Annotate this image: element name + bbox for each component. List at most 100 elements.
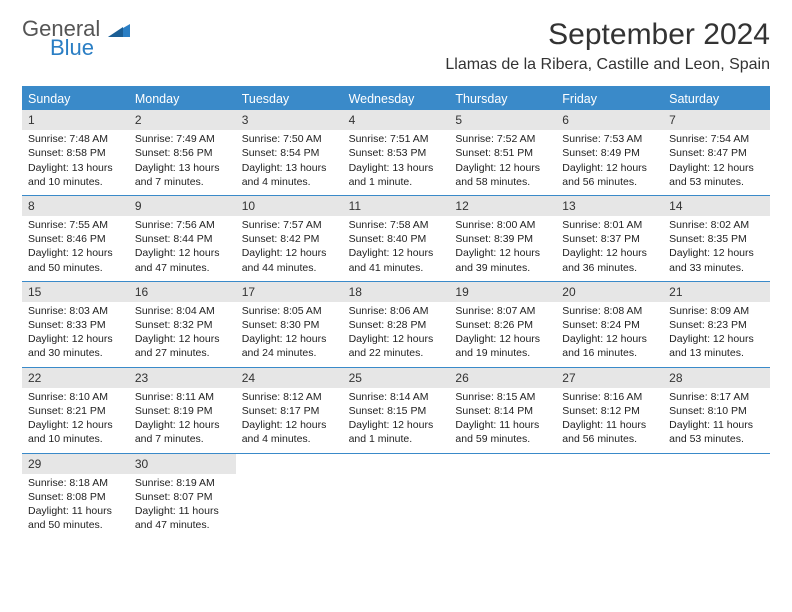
daylight-text: Daylight: 13 hours — [135, 161, 230, 175]
logo: General Blue — [22, 18, 130, 59]
day-number: 9 — [129, 196, 236, 216]
daylight-text: and 27 minutes. — [135, 346, 230, 360]
daylight-text: and 24 minutes. — [242, 346, 337, 360]
daylight-text: and 44 minutes. — [242, 261, 337, 275]
sunset-text: Sunset: 8:30 PM — [242, 318, 337, 332]
daylight-text: and 33 minutes. — [669, 261, 764, 275]
day-number: 3 — [236, 110, 343, 130]
daylight-text: Daylight: 12 hours — [242, 418, 337, 432]
day-number: 14 — [663, 196, 770, 216]
calendar-cell: 14Sunrise: 8:02 AMSunset: 8:35 PMDayligh… — [663, 196, 770, 281]
day-number: 24 — [236, 368, 343, 388]
daylight-text: and 7 minutes. — [135, 175, 230, 189]
day-details: Sunrise: 7:58 AMSunset: 8:40 PMDaylight:… — [343, 218, 450, 275]
day-number: 20 — [556, 282, 663, 302]
day-details: Sunrise: 8:19 AMSunset: 8:07 PMDaylight:… — [129, 476, 236, 533]
day-number: 11 — [343, 196, 450, 216]
month-title: September 2024 — [445, 18, 770, 52]
day-header: Tuesday — [236, 88, 343, 110]
sunrise-text: Sunrise: 8:01 AM — [562, 218, 657, 232]
calendar-cell: 2Sunrise: 7:49 AMSunset: 8:56 PMDaylight… — [129, 110, 236, 195]
daylight-text: and 53 minutes. — [669, 175, 764, 189]
calendar-cell: 11Sunrise: 7:58 AMSunset: 8:40 PMDayligh… — [343, 196, 450, 281]
sunrise-text: Sunrise: 7:53 AM — [562, 132, 657, 146]
day-number: 19 — [449, 282, 556, 302]
sunrise-text: Sunrise: 8:04 AM — [135, 304, 230, 318]
daylight-text: Daylight: 11 hours — [455, 418, 550, 432]
sunrise-text: Sunrise: 8:08 AM — [562, 304, 657, 318]
calendar-week: 8Sunrise: 7:55 AMSunset: 8:46 PMDaylight… — [22, 196, 770, 282]
daylight-text: and 50 minutes. — [28, 261, 123, 275]
location-text: Llamas de la Ribera, Castille and Leon, … — [445, 56, 770, 74]
day-number: 27 — [556, 368, 663, 388]
sunset-text: Sunset: 8:14 PM — [455, 404, 550, 418]
sunrise-text: Sunrise: 7:56 AM — [135, 218, 230, 232]
day-number: 29 — [22, 454, 129, 474]
calendar-cell: 23Sunrise: 8:11 AMSunset: 8:19 PMDayligh… — [129, 368, 236, 453]
title-block: September 2024 Llamas de la Ribera, Cast… — [445, 18, 770, 74]
sunset-text: Sunset: 8:08 PM — [28, 490, 123, 504]
daylight-text: Daylight: 11 hours — [669, 418, 764, 432]
day-details: Sunrise: 8:03 AMSunset: 8:33 PMDaylight:… — [22, 304, 129, 361]
calendar-cell: 9Sunrise: 7:56 AMSunset: 8:44 PMDaylight… — [129, 196, 236, 281]
sunset-text: Sunset: 8:56 PM — [135, 146, 230, 160]
day-headers-row: SundayMondayTuesdayWednesdayThursdayFrid… — [22, 88, 770, 110]
sunrise-text: Sunrise: 7:51 AM — [349, 132, 444, 146]
calendar-cell: 28Sunrise: 8:17 AMSunset: 8:10 PMDayligh… — [663, 368, 770, 453]
daylight-text: and 1 minute. — [349, 175, 444, 189]
calendar-cell: 17Sunrise: 8:05 AMSunset: 8:30 PMDayligh… — [236, 282, 343, 367]
day-number: 30 — [129, 454, 236, 474]
day-number: 17 — [236, 282, 343, 302]
day-number: 2 — [129, 110, 236, 130]
daylight-text: and 58 minutes. — [455, 175, 550, 189]
calendar-cell: 27Sunrise: 8:16 AMSunset: 8:12 PMDayligh… — [556, 368, 663, 453]
daylight-text: Daylight: 12 hours — [455, 161, 550, 175]
calendar-cell: 4Sunrise: 7:51 AMSunset: 8:53 PMDaylight… — [343, 110, 450, 195]
day-details: Sunrise: 7:50 AMSunset: 8:54 PMDaylight:… — [236, 132, 343, 189]
header: General Blue September 2024 Llamas de la… — [22, 18, 770, 74]
calendar-cell: 20Sunrise: 8:08 AMSunset: 8:24 PMDayligh… — [556, 282, 663, 367]
day-details: Sunrise: 8:11 AMSunset: 8:19 PMDaylight:… — [129, 390, 236, 447]
calendar-cell: 21Sunrise: 8:09 AMSunset: 8:23 PMDayligh… — [663, 282, 770, 367]
day-number: 8 — [22, 196, 129, 216]
daylight-text: and 4 minutes. — [242, 432, 337, 446]
day-number: 5 — [449, 110, 556, 130]
sunrise-text: Sunrise: 8:17 AM — [669, 390, 764, 404]
daylight-text: Daylight: 12 hours — [349, 246, 444, 260]
calendar-cell: 10Sunrise: 7:57 AMSunset: 8:42 PMDayligh… — [236, 196, 343, 281]
daylight-text: and 47 minutes. — [135, 261, 230, 275]
day-details: Sunrise: 7:53 AMSunset: 8:49 PMDaylight:… — [556, 132, 663, 189]
sunrise-text: Sunrise: 7:50 AM — [242, 132, 337, 146]
sunrise-text: Sunrise: 8:09 AM — [669, 304, 764, 318]
sunrise-text: Sunrise: 7:57 AM — [242, 218, 337, 232]
daylight-text: Daylight: 12 hours — [669, 161, 764, 175]
day-header: Monday — [129, 88, 236, 110]
day-number: 12 — [449, 196, 556, 216]
day-details: Sunrise: 7:56 AMSunset: 8:44 PMDaylight:… — [129, 218, 236, 275]
calendar-cell: 7Sunrise: 7:54 AMSunset: 8:47 PMDaylight… — [663, 110, 770, 195]
calendar-cell: 16Sunrise: 8:04 AMSunset: 8:32 PMDayligh… — [129, 282, 236, 367]
sunset-text: Sunset: 8:07 PM — [135, 490, 230, 504]
sunset-text: Sunset: 8:24 PM — [562, 318, 657, 332]
day-details: Sunrise: 7:49 AMSunset: 8:56 PMDaylight:… — [129, 132, 236, 189]
sunset-text: Sunset: 8:46 PM — [28, 232, 123, 246]
sunrise-text: Sunrise: 8:03 AM — [28, 304, 123, 318]
daylight-text: Daylight: 13 hours — [28, 161, 123, 175]
daylight-text: Daylight: 11 hours — [28, 504, 123, 518]
sunset-text: Sunset: 8:54 PM — [242, 146, 337, 160]
sunset-text: Sunset: 8:49 PM — [562, 146, 657, 160]
calendar-cell: 26Sunrise: 8:15 AMSunset: 8:14 PMDayligh… — [449, 368, 556, 453]
sunrise-text: Sunrise: 8:02 AM — [669, 218, 764, 232]
day-details: Sunrise: 7:52 AMSunset: 8:51 PMDaylight:… — [449, 132, 556, 189]
sunset-text: Sunset: 8:26 PM — [455, 318, 550, 332]
sunset-text: Sunset: 8:12 PM — [562, 404, 657, 418]
day-details: Sunrise: 8:09 AMSunset: 8:23 PMDaylight:… — [663, 304, 770, 361]
day-details: Sunrise: 8:18 AMSunset: 8:08 PMDaylight:… — [22, 476, 129, 533]
daylight-text: and 30 minutes. — [28, 346, 123, 360]
sunset-text: Sunset: 8:28 PM — [349, 318, 444, 332]
day-details: Sunrise: 8:02 AMSunset: 8:35 PMDaylight:… — [663, 218, 770, 275]
day-details: Sunrise: 8:16 AMSunset: 8:12 PMDaylight:… — [556, 390, 663, 447]
sunset-text: Sunset: 8:42 PM — [242, 232, 337, 246]
sunrise-text: Sunrise: 8:10 AM — [28, 390, 123, 404]
calendar-cell: 12Sunrise: 8:00 AMSunset: 8:39 PMDayligh… — [449, 196, 556, 281]
